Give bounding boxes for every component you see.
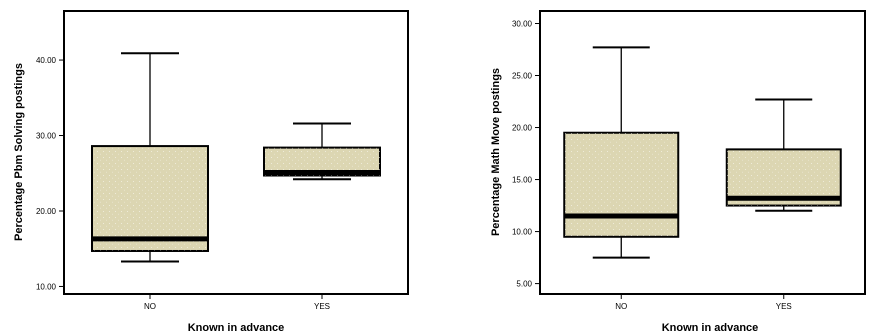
box-no: [91, 52, 209, 263]
y-tick-label: 20.00: [36, 207, 57, 216]
y-tick-label: 10.00: [36, 282, 57, 291]
right-x-ticks: NO YES: [615, 294, 792, 311]
x-tick-label: NO: [144, 302, 156, 311]
left-x-ticks: NO YES: [144, 294, 330, 311]
x-tick-label: YES: [776, 302, 792, 311]
left-plot-frame: [63, 10, 409, 295]
box-yes: [263, 122, 381, 181]
right-y-ticks: 5.00 10.00 15.00 20.00 25.00 30.00: [512, 19, 540, 289]
right-y-axis-title: Percentage Math Move postings: [490, 68, 502, 236]
box-yes: [725, 98, 842, 212]
y-tick-label: 30.00: [512, 19, 533, 28]
y-tick-label: 30.00: [36, 132, 57, 141]
left-boxplot-chart: 10.00 20.00 30.00 40.00 NO YES Known in adva…: [13, 10, 409, 334]
left-y-ticks: 10.00 20.00 30.00 40.00: [36, 56, 64, 291]
iqr-box-texture: [92, 146, 208, 251]
y-tick-label: 15.00: [512, 176, 533, 185]
y-tick-label: 40.00: [36, 56, 57, 65]
right-boxes: [563, 46, 842, 259]
right-boxplot-chart: 5.00 10.00 15.00 20.00 25.00 30.00 NO YES Know…: [490, 10, 866, 334]
x-tick-label: NO: [615, 302, 627, 311]
left-x-axis-title: Known in advance: [188, 322, 285, 334]
y-tick-label: 10.00: [512, 228, 533, 237]
iqr-box-texture: [564, 132, 679, 237]
box-no: [563, 46, 680, 259]
y-tick-label: 5.00: [516, 280, 532, 289]
y-tick-label: 25.00: [512, 72, 533, 81]
y-tick-label: 20.00: [512, 124, 533, 133]
left-y-axis-title: Percentage Pbm Solving postings: [13, 63, 25, 241]
x-tick-label: YES: [314, 302, 330, 311]
left-boxes: [91, 52, 381, 263]
right-x-axis-title: Known in advance: [662, 322, 759, 334]
right-plot-frame: [539, 10, 866, 295]
